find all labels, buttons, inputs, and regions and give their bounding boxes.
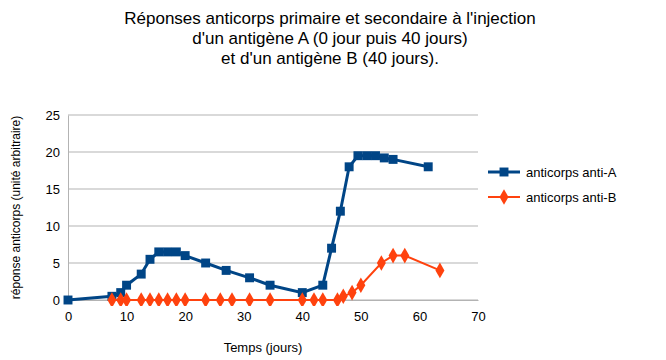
- x-tick-label: 60: [413, 309, 427, 324]
- chart: Réponses anticorps primaire et secondair…: [0, 0, 666, 360]
- plot: [64, 151, 445, 306]
- title: Réponses anticorps primaire et secondair…: [124, 9, 535, 68]
- x-tick-label: 50: [354, 309, 368, 324]
- marker: [318, 292, 327, 306]
- marker: [339, 289, 348, 305]
- marker: [154, 292, 163, 306]
- grid-line: [68, 226, 478, 227]
- marker: [137, 292, 146, 306]
- legend-label: anticorps anti-A: [526, 165, 617, 180]
- legend: anticorps anti-A anticorps anti-B: [488, 165, 617, 205]
- marker: [181, 292, 190, 306]
- y-tick: 10: [46, 219, 68, 234]
- title-line: d'un antigène A (0 jour puis 40 jours): [192, 29, 467, 48]
- x-tick-label: 20: [178, 309, 192, 324]
- legend-marker: [500, 189, 509, 205]
- grid-line: [68, 189, 478, 190]
- series-line: [112, 256, 440, 300]
- marker: [318, 281, 327, 290]
- marker: [146, 292, 155, 306]
- marker: [356, 277, 365, 293]
- y-tick-label: 5: [53, 256, 60, 271]
- marker: [228, 292, 237, 306]
- marker: [222, 266, 231, 275]
- marker: [336, 207, 345, 216]
- marker: [245, 292, 254, 306]
- y-axis-title: réponse anticorps (unité arbitraire): [9, 116, 23, 299]
- y-tick-label: 20: [46, 145, 60, 160]
- y-tick: 15: [46, 182, 68, 197]
- y-tick: 20: [46, 145, 68, 160]
- marker: [216, 292, 225, 306]
- marker: [400, 248, 409, 264]
- marker: [181, 251, 190, 260]
- marker: [172, 292, 181, 306]
- title-line: Réponses anticorps primaire et secondair…: [124, 9, 535, 28]
- y-tick: 25: [46, 108, 68, 123]
- marker: [424, 162, 433, 171]
- x-axis-title: Temps (jours): [224, 340, 303, 355]
- marker: [154, 247, 163, 256]
- marker: [266, 292, 275, 306]
- marker: [201, 292, 210, 306]
- grid-line: [68, 152, 478, 153]
- y-tick-label: 0: [53, 293, 60, 308]
- legend-marker: [500, 168, 509, 177]
- x-tick: 60: [413, 300, 427, 324]
- marker: [353, 151, 362, 160]
- title-line: et d'un antigène B (40 jours).: [221, 49, 439, 68]
- y-tick-label: 10: [46, 219, 60, 234]
- marker: [389, 248, 398, 264]
- legend-label: anticorps anti-B: [526, 190, 616, 205]
- legend-item: anticorps anti-A: [488, 165, 617, 180]
- marker: [348, 285, 357, 301]
- legend-item: anticorps anti-B: [488, 189, 616, 205]
- y-tick: 5: [53, 256, 68, 271]
- marker: [146, 255, 155, 264]
- x-tick-label: 30: [237, 309, 251, 324]
- marker: [64, 296, 73, 305]
- grid-line: [68, 263, 478, 264]
- x-tick: 50: [354, 300, 368, 324]
- marker: [163, 247, 172, 256]
- marker: [310, 292, 319, 306]
- marker: [163, 292, 172, 306]
- marker: [172, 247, 181, 256]
- marker: [435, 263, 444, 279]
- marker: [266, 281, 275, 290]
- marker: [377, 255, 386, 271]
- marker: [298, 292, 307, 306]
- marker: [371, 151, 380, 160]
- marker: [245, 273, 254, 282]
- y-axis-line: [68, 116, 69, 301]
- marker: [137, 270, 146, 279]
- marker: [122, 292, 131, 306]
- y-axis: 0 5 10 15 20 25: [46, 108, 69, 308]
- x-tick-label: 10: [120, 309, 134, 324]
- marker: [201, 259, 210, 268]
- x-tick-label: 0: [65, 309, 72, 324]
- marker: [327, 244, 336, 253]
- marker: [380, 153, 389, 162]
- x-tick-label: 70: [471, 309, 485, 324]
- marker: [362, 151, 371, 160]
- marker: [345, 162, 354, 171]
- marker: [389, 155, 398, 164]
- y-tick-label: 15: [46, 182, 60, 197]
- y-tick-label: 25: [46, 108, 60, 123]
- grid: [68, 115, 478, 300]
- grid-line: [68, 115, 478, 116]
- marker: [107, 292, 116, 306]
- series-line: [68, 156, 428, 300]
- marker: [122, 281, 131, 290]
- x-tick-label: 40: [296, 309, 310, 324]
- x-tick: 70: [471, 300, 485, 324]
